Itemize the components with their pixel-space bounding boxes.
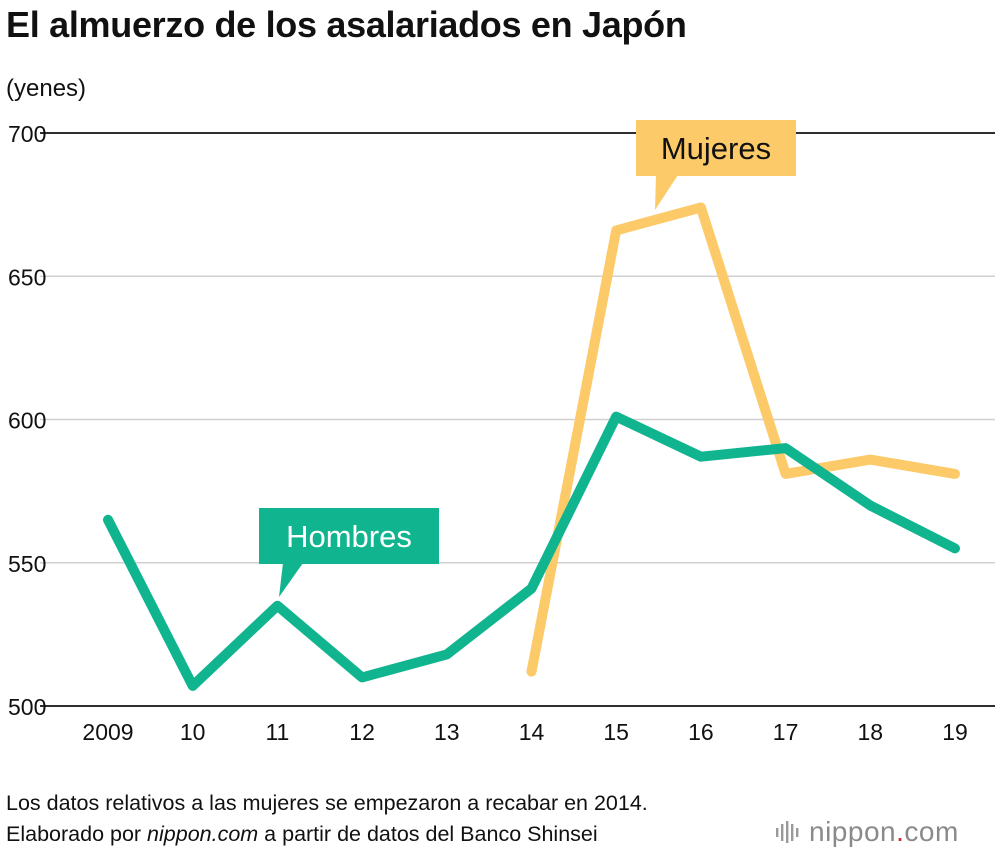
- x-axis-ticks: 2009 10 11 12 13 14 15 16 17 18 19: [82, 719, 967, 745]
- callout-label-hombres: Hombres: [286, 519, 412, 554]
- callout-hombres: Hombres: [259, 508, 439, 597]
- callout-label-mujeres: Mujeres: [661, 131, 771, 166]
- source-prefix: Elaborado por: [6, 822, 148, 846]
- nippon-logo: nippon.com: [775, 816, 959, 848]
- y-tick-label: 500: [8, 694, 46, 720]
- source-suffix: a partir de datos del Banco Shinsei: [258, 822, 598, 846]
- y-tick-label: 600: [8, 408, 46, 434]
- y-tick-label: 700: [8, 121, 46, 147]
- callout-pointer-mujeres: [655, 175, 678, 210]
- logo-name: nippon: [809, 816, 897, 847]
- chart-callouts: Hombres Mujeres: [259, 120, 796, 597]
- x-tick-label: 2009: [82, 719, 133, 745]
- logo-dot: .: [896, 816, 905, 847]
- nippon-logo-icon: [776, 821, 799, 843]
- callout-box-hombres: [259, 508, 439, 564]
- x-tick-label: 19: [942, 719, 968, 745]
- x-tick-label: 16: [688, 719, 714, 745]
- chart-title: El almuerzo de los asalariados en Japón: [6, 4, 687, 45]
- y-axis-unit-label: (yenes): [6, 75, 87, 102]
- x-tick-label: 12: [349, 719, 375, 745]
- logo-tld: com: [904, 816, 959, 847]
- source-note: Elaborado por nippon.com a partir de dat…: [6, 822, 598, 847]
- x-tick-label: 11: [265, 719, 289, 745]
- data-note: Los datos relativos a las mujeres se emp…: [6, 791, 648, 815]
- line-chart: 500 550 600 650 700 2009 10 11 12 13 14 15 16 17 18 19…: [8, 120, 995, 745]
- x-tick-label: 15: [603, 719, 629, 745]
- series-line-hombres: [103, 411, 960, 691]
- callout-box-mujeres: [636, 120, 796, 176]
- y-tick-label: 550: [8, 551, 46, 577]
- callout-pointer-hombres: [279, 563, 303, 597]
- x-tick-label: 13: [434, 719, 460, 745]
- chart-series: [103, 202, 960, 691]
- x-tick-label: 14: [519, 719, 545, 745]
- callout-mujeres: Mujeres: [636, 120, 796, 210]
- chart-gridlines: [40, 132, 995, 707]
- source-site: nippon.com: [147, 822, 259, 846]
- y-tick-label: 650: [8, 264, 46, 290]
- x-tick-label: 10: [180, 719, 206, 745]
- y-axis-ticks: 500 550 600 650 700: [8, 121, 46, 720]
- series-line-mujeres: [526, 202, 960, 677]
- x-tick-label: 17: [773, 719, 799, 745]
- x-tick-label: 18: [858, 719, 884, 745]
